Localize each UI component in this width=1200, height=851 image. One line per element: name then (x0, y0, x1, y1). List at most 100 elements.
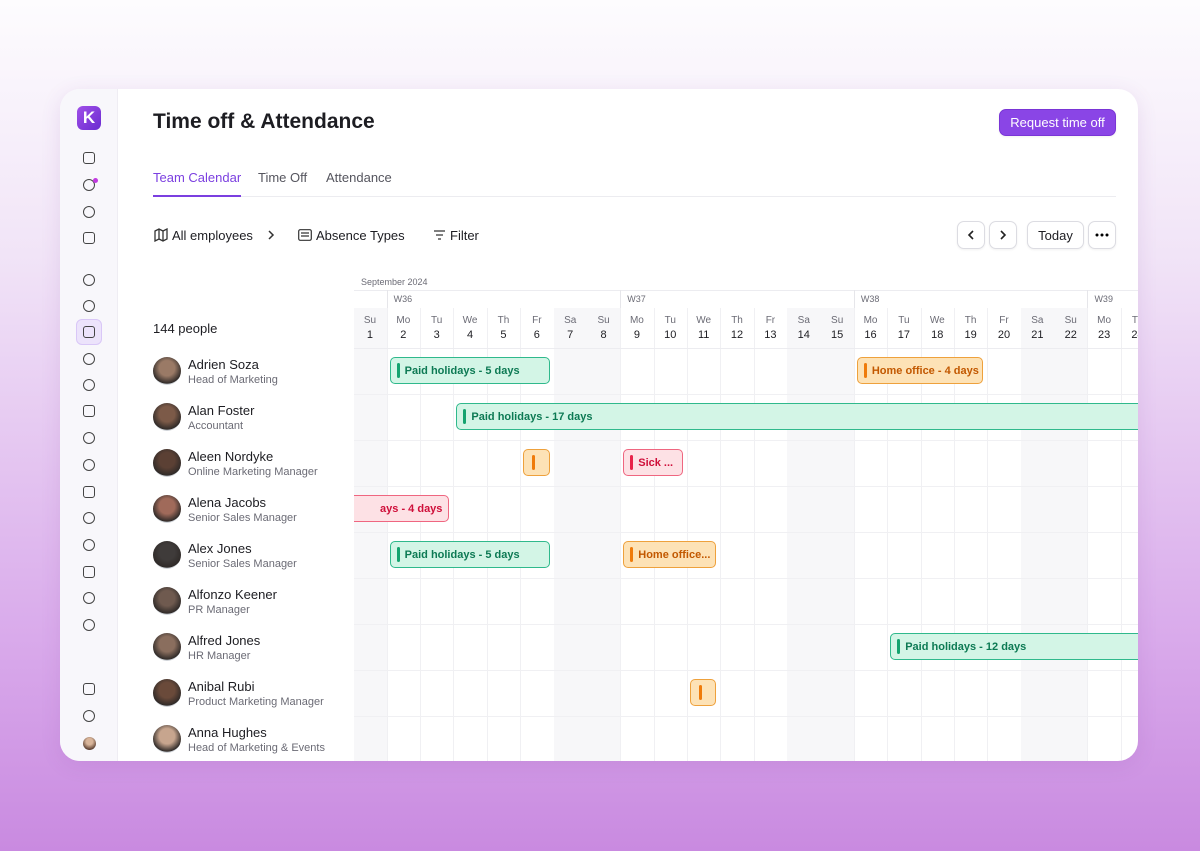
absence-label: Home office - 4 days (871, 364, 979, 377)
day-number: 9 (633, 329, 640, 341)
nav-icon[interactable] (83, 459, 95, 471)
today-button[interactable]: Today (1027, 221, 1084, 249)
all-employees-selector[interactable]: All employees (172, 228, 253, 243)
day-name: Mo (1097, 315, 1112, 326)
day-number: 15 (831, 329, 844, 341)
person-name: Alan Foster (188, 403, 255, 418)
nav-icon[interactable] (83, 619, 95, 631)
previous-button[interactable] (957, 221, 985, 249)
day-name: We (462, 315, 478, 326)
absence-label: Paid holidays - 5 days (404, 364, 520, 377)
avatar (153, 357, 181, 385)
calendar-grid: September 2024 Su 1 Mo 2 Tu 3 We 4 Th 5 Fr 6 Sa 7 Su 8 Mo… (354, 270, 1138, 761)
person-role: Head of Marketing (188, 374, 278, 386)
absence-bar[interactable]: Paid holidays - 12 days (890, 633, 1138, 660)
person-name: Aleen Nordyke (188, 449, 274, 464)
absence-label: Paid holidays - 12 days (905, 640, 1027, 653)
nav-icon[interactable] (83, 232, 95, 244)
day-number: 5 (500, 329, 507, 341)
day-number: 16 (864, 329, 877, 341)
absence-types-button[interactable]: Absence Types (316, 228, 405, 243)
person-name: Anna Hughes (188, 725, 267, 740)
day-name: Su (1064, 315, 1077, 326)
person-role: Online Marketing Manager (188, 466, 318, 478)
nav-icon[interactable] (83, 592, 95, 604)
day-number: 3 (433, 329, 440, 341)
person-name: Alena Jacobs (188, 495, 267, 510)
column-line (486, 308, 488, 761)
filter-button[interactable]: Filter (450, 228, 479, 243)
column-line (853, 308, 855, 761)
day-name: Tu (898, 315, 910, 326)
column-line (720, 308, 722, 761)
row-line (354, 532, 1138, 533)
month-label: September 2024 (361, 277, 428, 287)
day-number: 23 (1097, 329, 1111, 341)
day-name: Su (831, 315, 844, 326)
avatar (153, 403, 181, 431)
person-name: Alex Jones (188, 541, 252, 556)
nav-icon[interactable] (83, 206, 95, 218)
notification-dot (93, 178, 98, 183)
day-number: 10 (664, 329, 677, 341)
chevron-right[interactable] (266, 229, 276, 241)
column-line (653, 308, 655, 761)
absence-label: Paid holidays - 5 days (404, 548, 520, 561)
next-button[interactable] (989, 221, 1017, 249)
nav-icon[interactable] (83, 152, 95, 164)
nav-icon[interactable] (83, 683, 95, 695)
day-name: Mo (863, 315, 878, 326)
day-number: 4 (467, 329, 474, 341)
nav-icon[interactable] (83, 539, 95, 551)
day-name: We (929, 315, 945, 326)
absence-label: Sick ... (638, 456, 674, 469)
user-avatar[interactable] (83, 737, 96, 750)
list-icon (298, 229, 312, 241)
column-line (386, 308, 388, 761)
nav-icon[interactable] (83, 486, 95, 498)
tab[interactable]: Attendance (326, 170, 392, 185)
nav-icon[interactable] (83, 405, 95, 417)
tab[interactable]: Team Calendar (153, 170, 242, 185)
absence-bar[interactable]: Home office - 4 days (856, 357, 984, 384)
nav-icon[interactable] (83, 566, 95, 578)
nav-icon[interactable] (83, 432, 95, 444)
day-name: Mo (629, 315, 644, 326)
absence-bar[interactable]: Home office... (623, 541, 717, 568)
absence-bar[interactable] (523, 449, 550, 476)
sidebar: K (60, 89, 118, 761)
absence-bar[interactable]: ays - 4 days (354, 495, 450, 522)
weekend-shade (553, 308, 587, 761)
absence-bar[interactable]: Paid holidays - 5 days (389, 357, 550, 384)
absence-marker (396, 363, 400, 378)
day-name: We (696, 315, 712, 326)
nav-icon[interactable] (83, 274, 95, 286)
nav-icon[interactable] (83, 512, 95, 524)
row-line (354, 486, 1138, 487)
absence-bar[interactable]: Paid holidays - 5 days (389, 541, 550, 568)
nav-icon[interactable] (83, 326, 95, 338)
request-time-off-button[interactable]: Request time off (999, 109, 1116, 136)
tab[interactable]: Time Off (258, 170, 308, 185)
nav-icon[interactable] (83, 710, 95, 722)
absence-marker (532, 455, 536, 470)
page-title: Time off & Attendance (153, 110, 375, 133)
row-line (354, 716, 1138, 717)
weekend-shade (787, 308, 821, 761)
day-number: 8 (600, 329, 607, 341)
day-name: Fr (765, 315, 776, 326)
nav-icon[interactable] (83, 379, 95, 391)
nav-icon[interactable] (83, 179, 95, 191)
weekend-shade (820, 308, 854, 761)
absence-bar[interactable] (690, 679, 717, 706)
logo[interactable]: K (77, 106, 101, 130)
absence-bar[interactable]: Sick ... (623, 449, 683, 476)
month-divider (354, 290, 1138, 291)
more-button[interactable] (1088, 221, 1116, 249)
nav-icon[interactable] (83, 353, 95, 365)
nav-icon[interactable] (83, 300, 95, 312)
week-label: W38 (860, 294, 880, 304)
person-role: PR Manager (188, 604, 250, 616)
absence-bar[interactable]: Paid holidays - 17 days (456, 403, 1138, 430)
day-name: Tu (1131, 315, 1138, 326)
